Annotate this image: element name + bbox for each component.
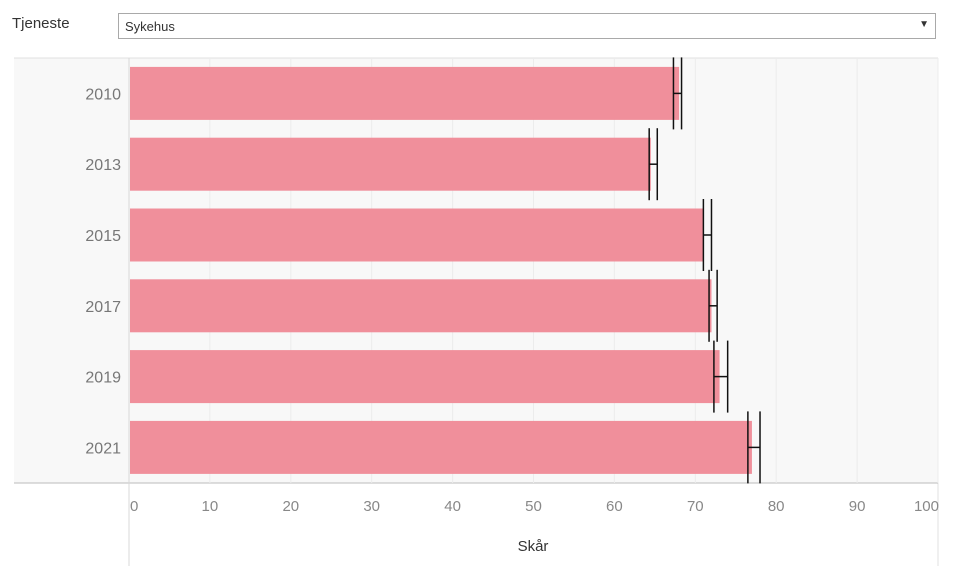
x-tick-label: 50 xyxy=(525,498,542,515)
x-tick-label: 20 xyxy=(282,498,299,515)
y-tick-label: 2015 xyxy=(85,228,121,245)
bar[interactable] xyxy=(130,420,752,474)
filter-label: Tjeneste xyxy=(12,15,70,32)
y-tick-label: 2019 xyxy=(85,370,121,387)
dropdown-selected-value: Sykehus xyxy=(125,19,175,34)
x-tick-label: 70 xyxy=(687,498,704,515)
bar[interactable] xyxy=(130,350,720,404)
bar[interactable] xyxy=(130,279,712,333)
x-tick-label: 0 xyxy=(130,498,138,515)
x-tick-label: 90 xyxy=(849,498,866,515)
bar[interactable] xyxy=(130,137,651,191)
x-tick-label: 100 xyxy=(914,498,939,515)
x-tick-label: 80 xyxy=(768,498,785,515)
tjeneste-dropdown[interactable]: Sykehus ▼ xyxy=(118,13,936,39)
y-tick-label: 2010 xyxy=(85,86,121,103)
chevron-down-icon: ▼ xyxy=(919,19,929,30)
bar[interactable] xyxy=(130,208,704,262)
x-tick-label: 40 xyxy=(444,498,461,515)
y-tick-label: 2013 xyxy=(85,157,121,174)
x-axis-label: Skår xyxy=(518,538,549,555)
y-tick-label: 2017 xyxy=(85,299,121,316)
plot-background xyxy=(14,58,938,483)
x-tick-label: 30 xyxy=(363,498,380,515)
bar[interactable] xyxy=(130,66,680,120)
y-tick-label: 2021 xyxy=(85,440,121,457)
x-tick-label: 60 xyxy=(606,498,623,515)
x-tick-label: 10 xyxy=(202,498,219,515)
